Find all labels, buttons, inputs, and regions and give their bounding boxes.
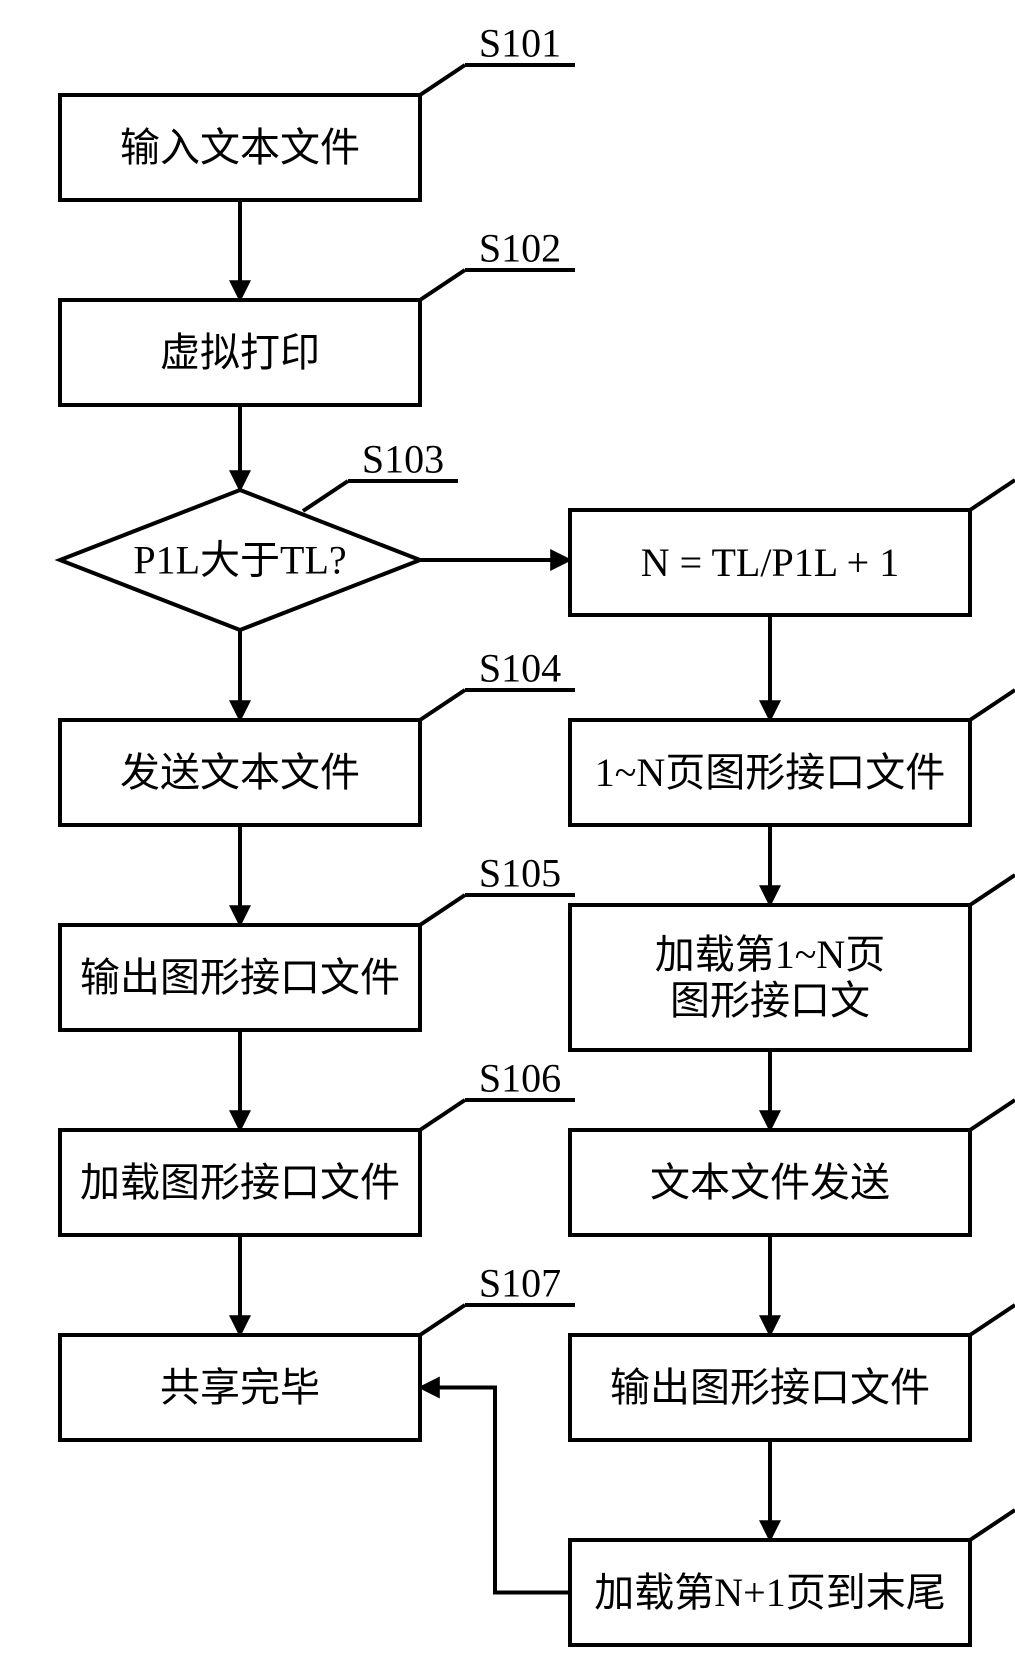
svg-text:S107: S107: [479, 1261, 561, 1306]
svg-text:输入文本文件: 输入文本文件: [120, 125, 360, 170]
svg-text:输出图形接口文件: 输出图形接口文件: [610, 1365, 930, 1410]
svg-text:S103: S103: [362, 437, 444, 482]
svg-text:加载第N+1页到末尾: 加载第N+1页到末尾: [594, 1570, 945, 1615]
svg-text:N = TL/P1L + 1: N = TL/P1L + 1: [641, 540, 899, 585]
svg-text:S102: S102: [479, 226, 561, 271]
svg-text:虚拟打印: 虚拟打印: [160, 330, 320, 375]
svg-text:S101: S101: [479, 21, 561, 66]
svg-text:发送文本文件: 发送文本文件: [120, 750, 360, 795]
svg-text:S104: S104: [479, 646, 561, 691]
svg-text:1~N页图形接口文件: 1~N页图形接口文件: [595, 750, 946, 795]
svg-text:S106: S106: [479, 1056, 561, 1101]
svg-text:图形接口文: 图形接口文: [670, 978, 870, 1023]
svg-text:加载第1~N页: 加载第1~N页: [655, 932, 886, 977]
flowchart-canvas: 输入文本文件 S101 虚拟打印 S102 P1L大于TL? S103 发送文本文件 S104…: [0, 0, 1015, 1678]
svg-text:输出图形接口文件: 输出图形接口文件: [80, 955, 400, 1000]
svg-text:P1L大于TL?: P1L大于TL?: [133, 538, 346, 583]
svg-text:文本文件发送: 文本文件发送: [650, 1160, 890, 1205]
svg-text:加载图形接口文件: 加载图形接口文件: [80, 1160, 400, 1205]
svg-text:S105: S105: [479, 851, 561, 896]
svg-text:共享完毕: 共享完毕: [160, 1365, 320, 1410]
